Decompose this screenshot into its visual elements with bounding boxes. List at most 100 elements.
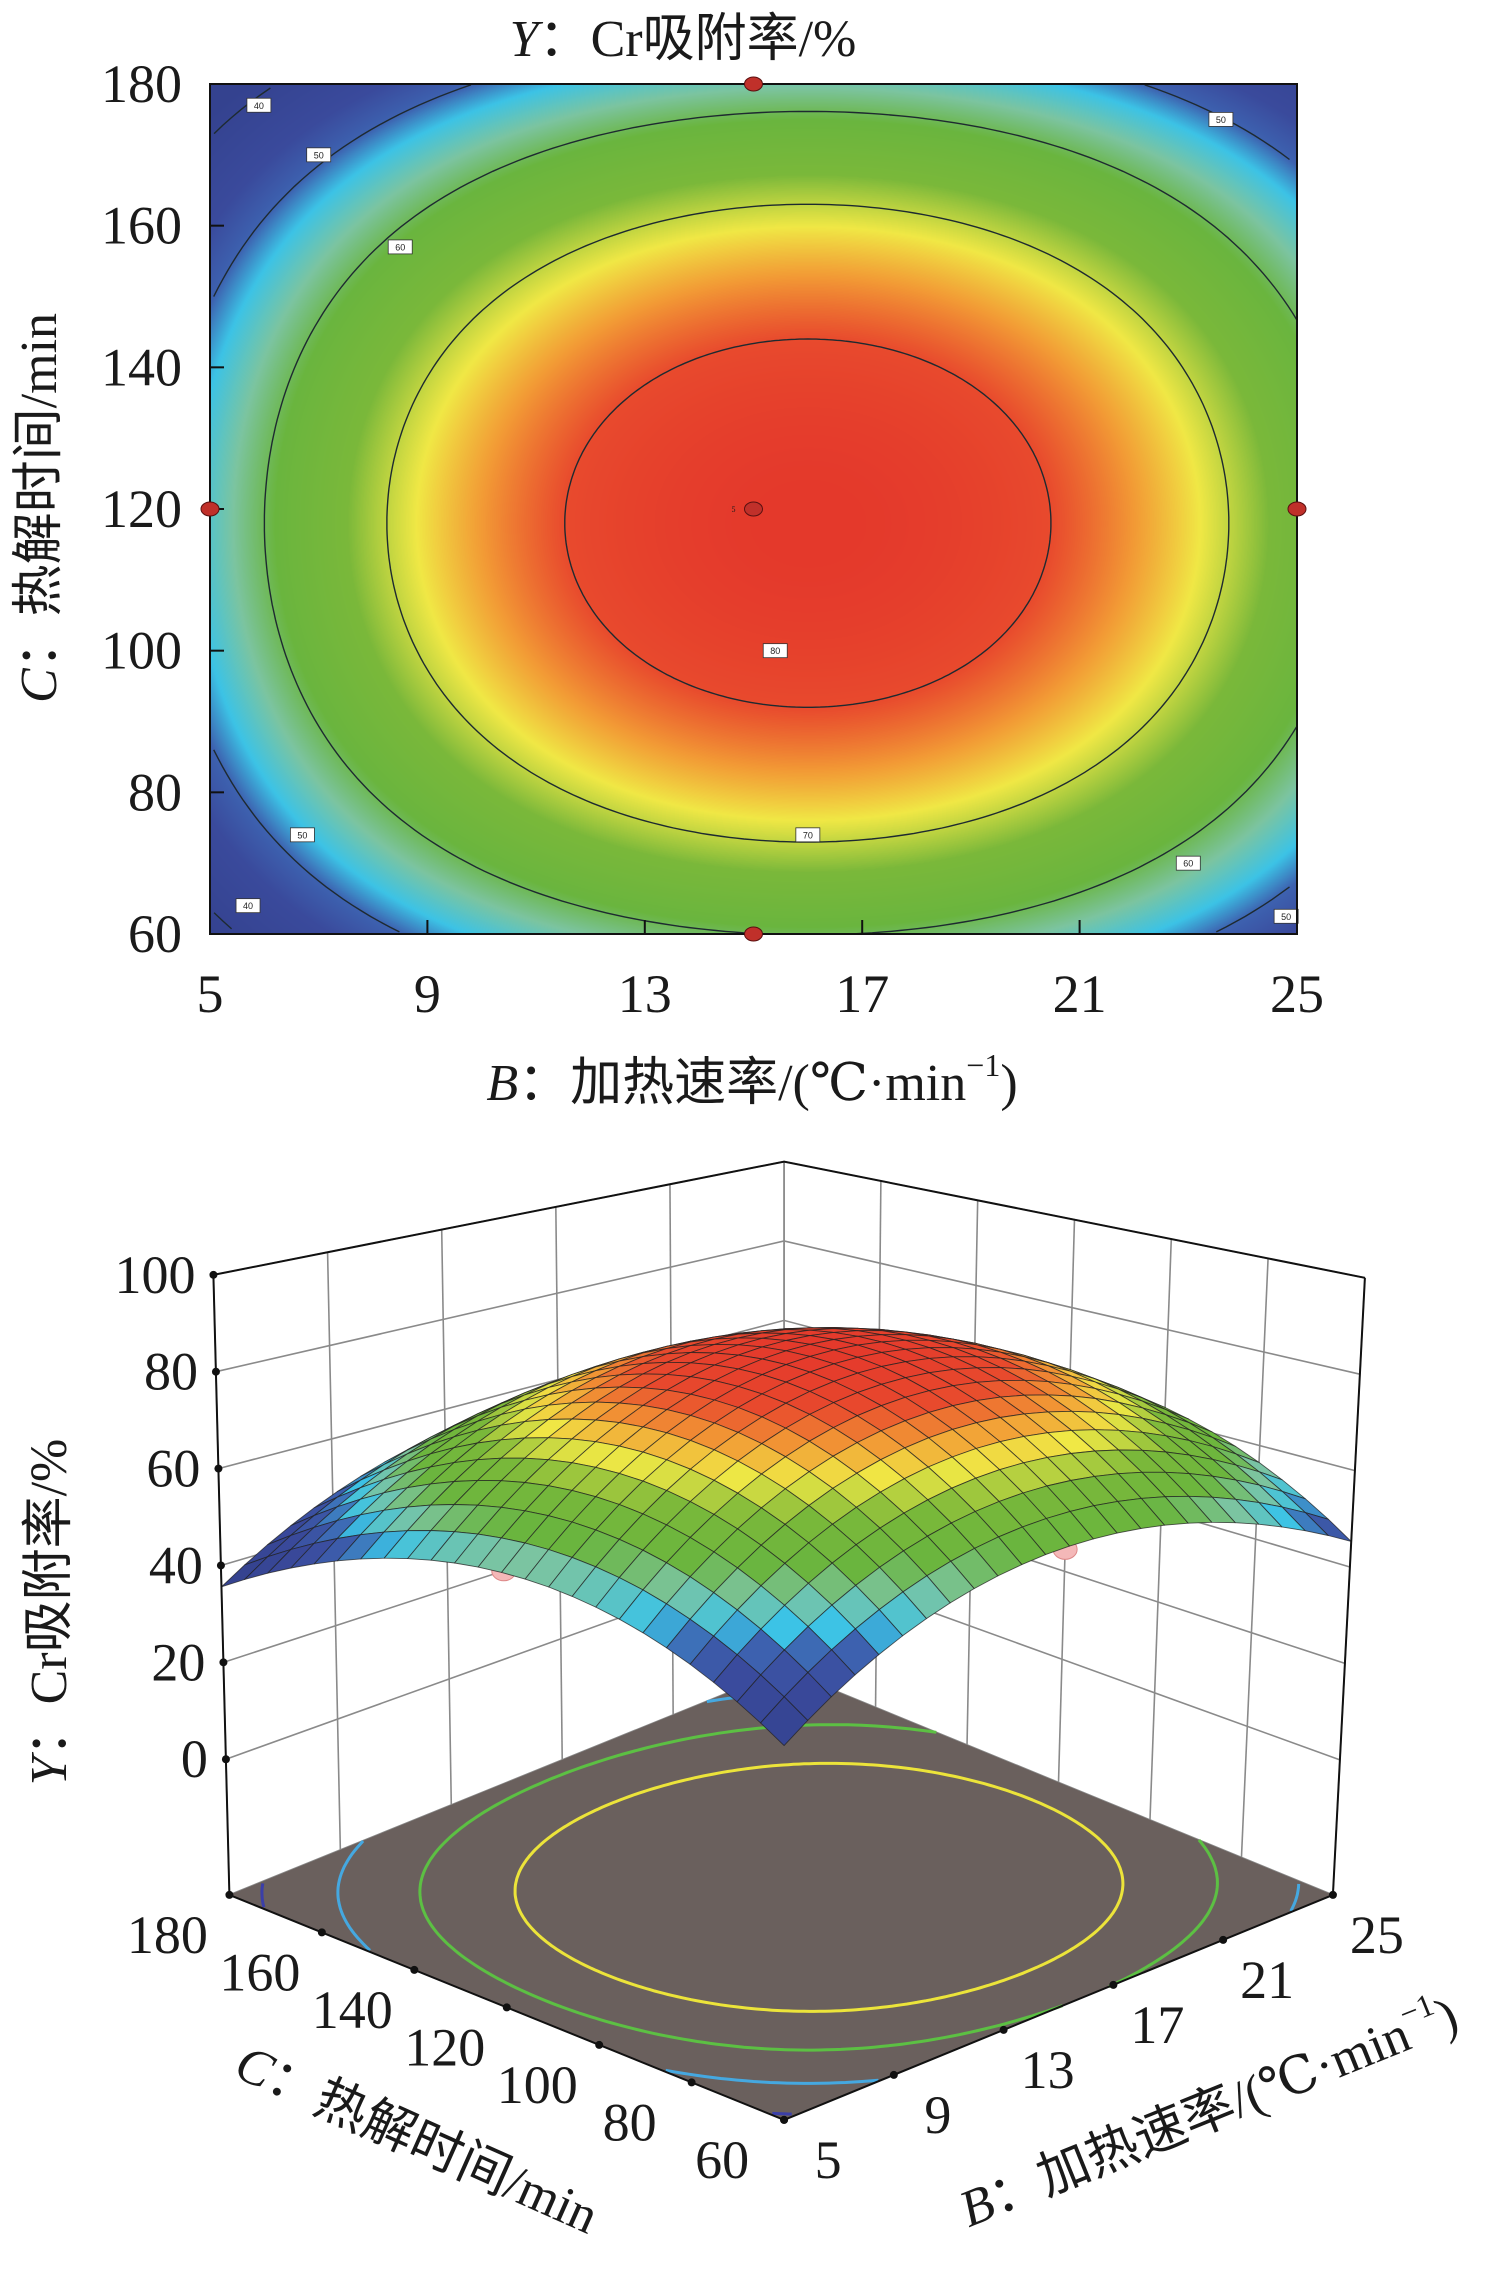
contour-label-box	[387, 239, 413, 255]
z-tick	[216, 1561, 225, 1570]
contour-plot: Y：Cr吸附率/% 40 40 50 50 50 50 60 60 70 80 5 9 13 17 21 2…	[11, 11, 1324, 1112]
surface-tick-labels: 0204060801006080100120140160180591317212…	[114, 1245, 1403, 2190]
floor-contour-50	[1289, 1883, 1301, 1912]
contour-line-40	[213, 87, 271, 135]
b-tick-label: 5	[815, 2130, 842, 2190]
axis-ticks: 5 9 13 17 21 25 60 80 100 120 140 160 180	[101, 54, 1324, 1024]
x-tick-label: 25	[1270, 964, 1324, 1024]
contour-line-60	[853, 726, 1298, 935]
c-tick	[502, 2003, 511, 2012]
contour-label: 70	[803, 830, 813, 840]
y-tick-label: 100	[101, 621, 182, 681]
y-tick-label: 120	[101, 479, 182, 539]
z-tick-label: 20	[151, 1632, 205, 1692]
box-top-edge	[213, 1160, 1366, 1279]
y-tick-label: 140	[101, 337, 182, 397]
z-tick-label: 0	[181, 1729, 208, 1789]
contour-y-axis-label: C：热解时间/min	[11, 313, 68, 703]
b-tick	[1328, 1890, 1337, 1899]
contour-label: 60	[1183, 859, 1193, 869]
contour-label-box	[289, 827, 315, 843]
b-tick-label: 21	[1240, 1950, 1294, 2010]
contour-label-box	[235, 898, 261, 914]
b-tick-label: 9	[924, 2085, 951, 2145]
z-tick-label: 100	[114, 1245, 195, 1305]
z-tick	[209, 1270, 218, 1279]
z-tick	[219, 1658, 228, 1667]
c-tick	[317, 1928, 326, 1937]
c-tick	[410, 1965, 419, 1974]
design-points: 5	[200, 76, 1307, 942]
contour-x-axis-label: B：加热速率/(℃·min−1)	[486, 1047, 1017, 1112]
design-point	[744, 76, 763, 92]
b-tick-label: 13	[1021, 2040, 1075, 2100]
contour-label: 50	[1281, 912, 1291, 922]
contour-line-70	[386, 203, 1230, 843]
c-tick-label: 140	[312, 1980, 393, 2040]
wall-gridline-vertical	[1240, 1258, 1269, 1858]
x-tick-label: 5	[197, 964, 224, 1024]
contour-label-box	[762, 643, 788, 659]
b-tick	[999, 2025, 1008, 2034]
center-point-count: 5	[732, 505, 736, 514]
z-tick-label: 80	[144, 1342, 198, 1402]
contour-label-box	[1175, 855, 1201, 871]
x-tick-label: 13	[618, 964, 672, 1024]
x-tick-label: 17	[835, 964, 889, 1024]
design-point	[744, 501, 763, 517]
floor-contour-40	[772, 2111, 792, 2116]
contour-label-box	[1208, 112, 1234, 127]
contour-line-60	[263, 110, 1298, 935]
design-point	[744, 926, 763, 942]
z-tick	[221, 1755, 230, 1764]
x-tick-label: 21	[1053, 964, 1107, 1024]
floor-contour-60	[418, 1723, 1064, 2052]
c-tick-label: 60	[695, 2130, 749, 2190]
b-tick	[1219, 1935, 1228, 1944]
contour-label: 50	[297, 830, 307, 840]
design-point	[1287, 501, 1307, 517]
floor-contour-60	[1108, 1838, 1219, 1988]
c-tick	[595, 2040, 604, 2049]
contour-label: 50	[314, 150, 324, 160]
contour-label-box	[795, 827, 821, 843]
y-tick-label: 160	[101, 196, 182, 256]
y-tick-label: 80	[128, 762, 182, 822]
c-tick-label: 120	[404, 2017, 485, 2077]
b-tick	[1109, 1980, 1118, 1989]
b-tick	[780, 2115, 789, 2124]
contour-title: Y：Cr吸附率/%	[510, 11, 857, 68]
c-tick-label: 160	[219, 1942, 300, 2002]
b-tick-label: 17	[1130, 1995, 1184, 2055]
contour-line-50	[1215, 886, 1290, 933]
contour-label-box	[306, 147, 332, 163]
y-tick-label: 180	[101, 54, 182, 114]
surface-plot: 0204060801006080100120140160180591317212…	[21, 1160, 1466, 2245]
response-surface	[221, 1327, 1352, 1747]
floor-contour-40	[260, 1883, 266, 1908]
y-tick-label: 60	[128, 904, 182, 964]
x-tick-label: 9	[414, 964, 441, 1024]
z-tick-label: 60	[146, 1439, 200, 1499]
b-tick	[889, 2070, 898, 2079]
c-tick-label: 100	[497, 2055, 578, 2115]
contour-line-40	[213, 912, 233, 930]
c-tick-label: 80	[603, 2092, 657, 2152]
contour-label: 80	[770, 646, 780, 656]
contour-label: 50	[1216, 115, 1226, 125]
contour-label: 40	[254, 101, 264, 111]
contour-line-80	[564, 338, 1052, 708]
z-tick	[214, 1464, 223, 1473]
c-tick	[225, 1890, 234, 1899]
surface-cell	[760, 1696, 809, 1747]
floor-contour-70	[513, 1761, 1125, 2013]
z-tick-label: 40	[149, 1535, 203, 1595]
contour-lines: 40 40 50 50 50 50 60 60 70 80	[213, 84, 1299, 935]
c-tick	[687, 2078, 696, 2087]
contour-label-box	[246, 97, 272, 113]
floor-contour-50	[665, 2068, 879, 2085]
contour-line-50	[213, 84, 472, 297]
b-tick-label: 25	[1350, 1905, 1404, 1965]
